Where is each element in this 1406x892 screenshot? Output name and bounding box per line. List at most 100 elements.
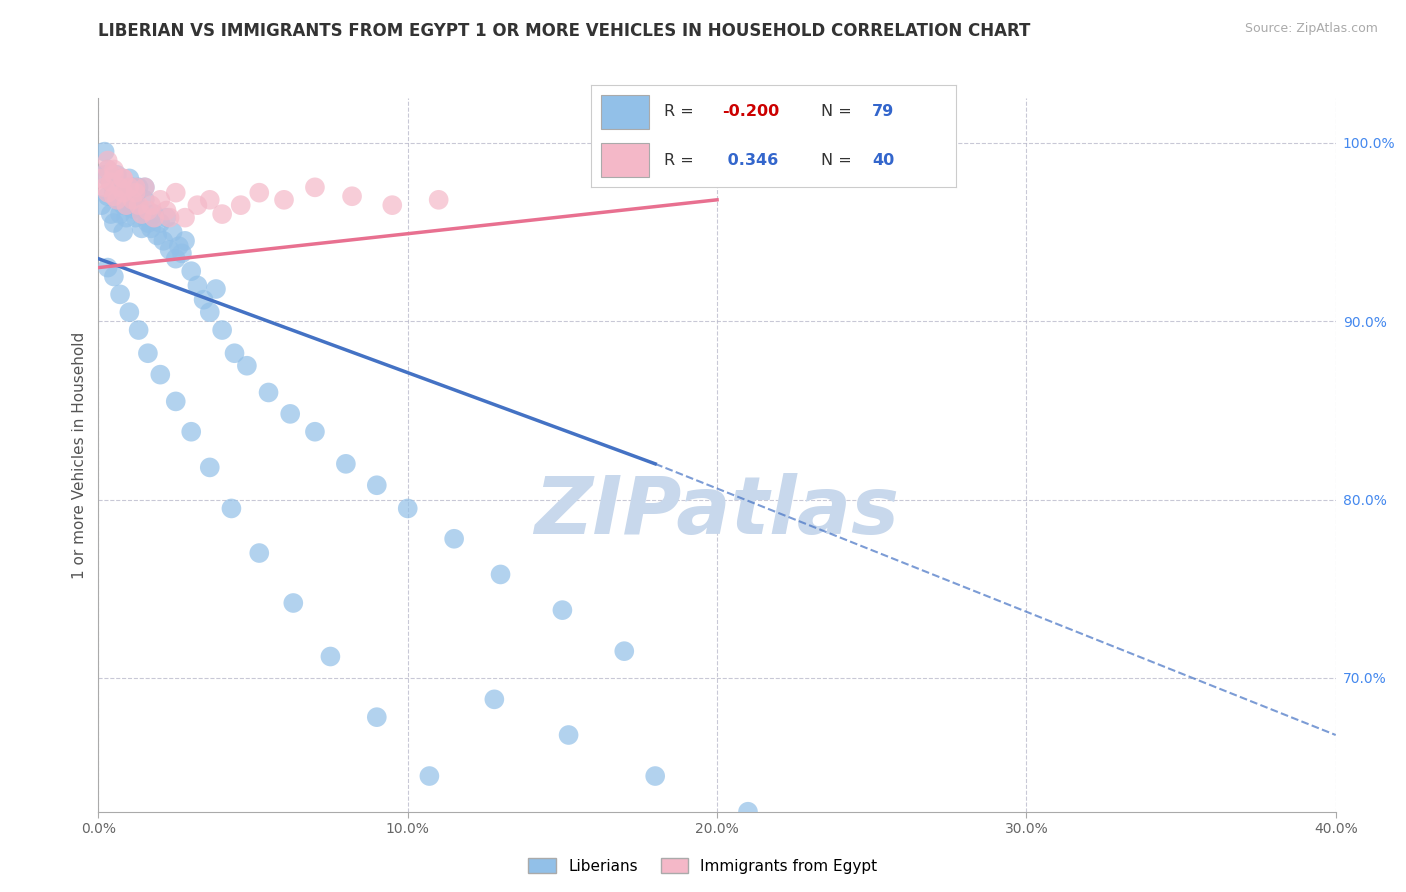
Point bbox=[236, 359, 259, 373]
Point bbox=[93, 168, 115, 182]
Point bbox=[136, 346, 159, 360]
Point bbox=[97, 260, 120, 275]
Point bbox=[737, 805, 759, 819]
Point bbox=[112, 198, 135, 212]
Point bbox=[613, 644, 636, 658]
Point bbox=[121, 180, 143, 194]
Point bbox=[149, 216, 172, 230]
Point bbox=[112, 186, 135, 200]
Point bbox=[131, 221, 153, 235]
Point bbox=[443, 532, 465, 546]
Point bbox=[103, 216, 125, 230]
Point bbox=[143, 207, 166, 221]
Point bbox=[112, 225, 135, 239]
Point bbox=[131, 207, 153, 221]
Point bbox=[159, 211, 181, 225]
Point bbox=[340, 189, 363, 203]
Point bbox=[211, 323, 233, 337]
Point bbox=[118, 171, 141, 186]
Point bbox=[149, 368, 172, 382]
Point bbox=[146, 228, 169, 243]
Point bbox=[105, 193, 128, 207]
Text: N =: N = bbox=[821, 153, 856, 168]
Point bbox=[198, 193, 221, 207]
Point bbox=[155, 203, 177, 218]
Point bbox=[103, 162, 125, 177]
Point bbox=[211, 207, 233, 221]
Point bbox=[100, 207, 122, 221]
Point bbox=[366, 710, 388, 724]
Point bbox=[335, 457, 357, 471]
Legend: Liberians, Immigrants from Egypt: Liberians, Immigrants from Egypt bbox=[523, 852, 883, 880]
Point bbox=[100, 175, 122, 189]
Point bbox=[93, 145, 115, 159]
Point bbox=[278, 407, 301, 421]
Point bbox=[155, 211, 177, 225]
FancyBboxPatch shape bbox=[602, 95, 650, 128]
Text: 79: 79 bbox=[872, 104, 894, 120]
Point bbox=[136, 216, 159, 230]
Text: ZIPatlas: ZIPatlas bbox=[534, 473, 900, 551]
Point bbox=[162, 225, 184, 239]
Point bbox=[103, 186, 125, 200]
Point bbox=[381, 198, 404, 212]
Point bbox=[198, 460, 221, 475]
Point bbox=[118, 305, 141, 319]
Point bbox=[418, 769, 440, 783]
Point bbox=[121, 202, 143, 216]
Point bbox=[124, 180, 146, 194]
Point bbox=[115, 211, 138, 225]
Point bbox=[108, 180, 131, 194]
Point bbox=[273, 193, 295, 207]
Point bbox=[186, 198, 208, 212]
Point bbox=[489, 567, 512, 582]
Point bbox=[139, 198, 162, 212]
Point bbox=[170, 246, 193, 260]
Point bbox=[224, 346, 246, 360]
Text: 40: 40 bbox=[872, 153, 894, 168]
Point bbox=[152, 234, 174, 248]
Point bbox=[221, 501, 243, 516]
Point bbox=[193, 293, 215, 307]
Point bbox=[205, 282, 228, 296]
Point bbox=[134, 180, 156, 194]
Text: R =: R = bbox=[664, 153, 699, 168]
Point bbox=[108, 180, 131, 194]
Point bbox=[229, 198, 252, 212]
Point bbox=[484, 692, 506, 706]
Point bbox=[283, 596, 305, 610]
Point bbox=[143, 211, 166, 225]
Point bbox=[115, 186, 138, 200]
Point bbox=[124, 211, 146, 225]
Point bbox=[124, 186, 146, 200]
Point bbox=[149, 193, 172, 207]
Point bbox=[366, 478, 388, 492]
Point bbox=[128, 202, 150, 216]
Point bbox=[180, 264, 202, 278]
Point bbox=[97, 186, 120, 200]
Point bbox=[103, 269, 125, 284]
Point bbox=[186, 278, 208, 293]
Point bbox=[93, 180, 115, 194]
Point bbox=[112, 171, 135, 186]
Point bbox=[304, 180, 326, 194]
Point bbox=[90, 198, 112, 212]
FancyBboxPatch shape bbox=[602, 144, 650, 177]
Point bbox=[247, 186, 270, 200]
Point bbox=[118, 193, 141, 207]
Point bbox=[128, 198, 150, 212]
Point bbox=[90, 171, 112, 186]
Point bbox=[128, 180, 150, 194]
Point bbox=[139, 221, 162, 235]
Text: Source: ZipAtlas.com: Source: ZipAtlas.com bbox=[1244, 22, 1378, 36]
Point bbox=[165, 186, 187, 200]
Y-axis label: 1 or more Vehicles in Household: 1 or more Vehicles in Household bbox=[72, 331, 87, 579]
Point bbox=[108, 207, 131, 221]
Point bbox=[105, 193, 128, 207]
Point bbox=[319, 649, 342, 664]
Point bbox=[136, 203, 159, 218]
Point bbox=[97, 162, 120, 177]
Point bbox=[118, 180, 141, 194]
Point bbox=[167, 239, 190, 253]
Point bbox=[174, 234, 197, 248]
